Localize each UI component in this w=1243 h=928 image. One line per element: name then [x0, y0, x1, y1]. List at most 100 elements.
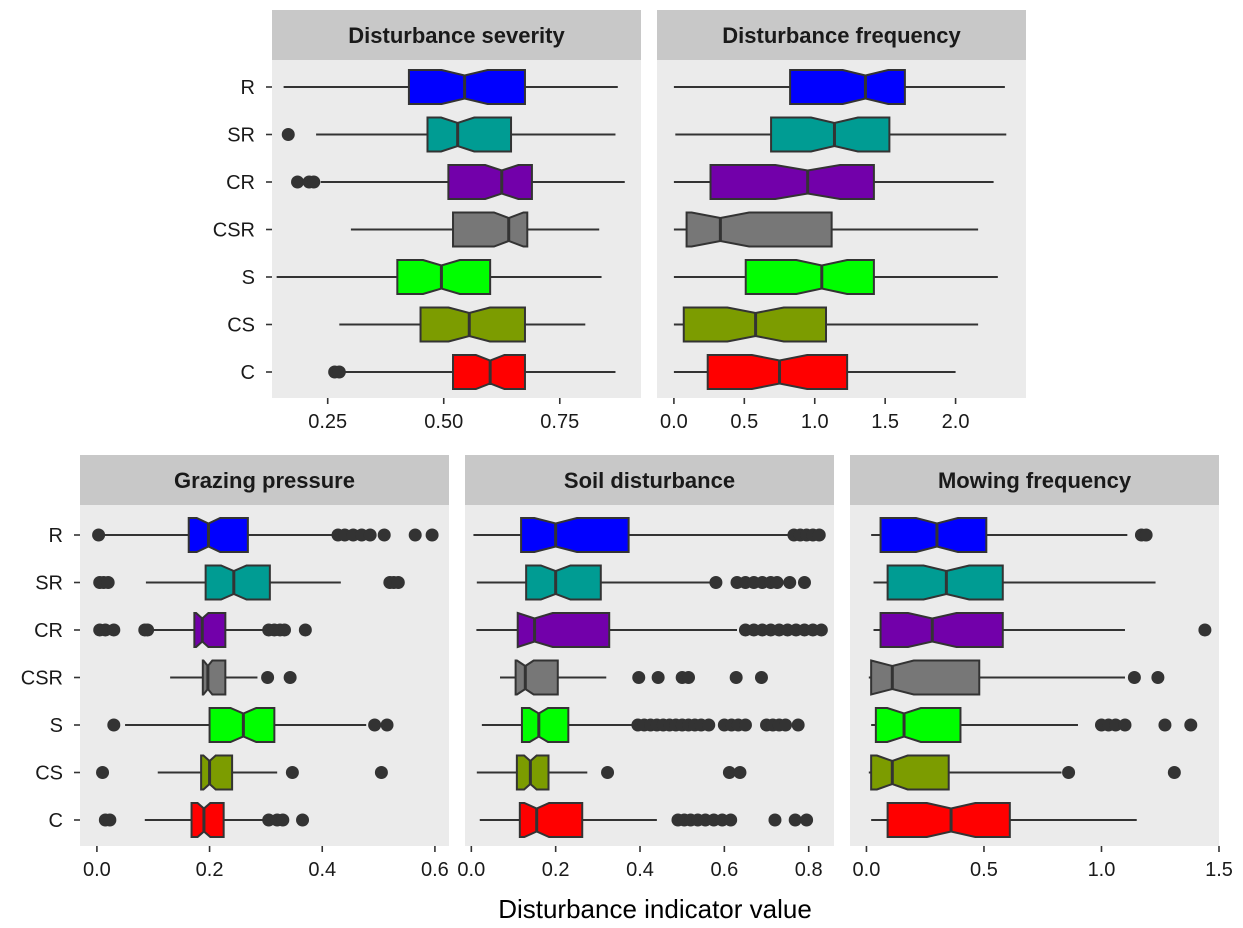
outlier-point — [797, 576, 811, 589]
outlier-point — [1139, 528, 1153, 542]
box-body — [520, 517, 630, 553]
outlier-point — [368, 718, 382, 732]
box-cr — [476, 611, 828, 649]
box-body — [187, 517, 249, 553]
y-tick-label: SR — [35, 573, 63, 595]
outlier-point — [101, 576, 115, 589]
box-body — [514, 659, 559, 696]
outlier-point — [103, 813, 117, 827]
box-body — [193, 612, 227, 648]
x-tick-label: 1.5 — [871, 411, 899, 433]
box-cs — [868, 754, 1181, 791]
x-tick-label: 1.5 — [1205, 859, 1233, 881]
box-body — [515, 754, 550, 791]
box-cs — [673, 306, 979, 343]
box-sr — [281, 116, 616, 153]
outlier-point — [733, 766, 747, 779]
outlier-point — [107, 718, 121, 732]
panel-strip — [272, 10, 641, 60]
x-tick-label: 0.0 — [660, 411, 688, 433]
box-csr — [868, 659, 1165, 696]
outlier-point — [391, 576, 405, 589]
outlier-point — [812, 528, 826, 542]
box-body — [525, 564, 602, 601]
box-c — [479, 802, 814, 838]
box-csr — [673, 211, 979, 248]
y-tick-label: CSR — [21, 668, 63, 690]
y-tick-label: S — [50, 715, 63, 737]
x-tick-label: 0.8 — [795, 859, 823, 881]
x-tick-label: 0.25 — [308, 411, 347, 433]
outlier-point — [724, 813, 738, 827]
outlier-point — [92, 528, 106, 542]
box-csr — [350, 211, 600, 248]
outlier-point — [1118, 718, 1132, 732]
y-tick-label: CR — [34, 620, 63, 642]
y-tick-label: CS — [227, 315, 255, 337]
box-cs — [339, 306, 586, 343]
panel-strip — [850, 455, 1219, 505]
box-body — [870, 754, 950, 791]
y-tick-label: SR — [227, 125, 255, 147]
box-r — [92, 517, 439, 553]
outlier-point — [1127, 671, 1141, 684]
panel-title: Grazing pressure — [174, 468, 355, 493]
panel-strip — [80, 455, 449, 505]
outlier-point — [380, 718, 394, 732]
box-body — [879, 517, 988, 553]
x-tick-label: 2.0 — [942, 411, 970, 433]
box-body — [870, 659, 981, 696]
box-csr — [170, 659, 297, 696]
box-body — [204, 564, 271, 601]
box-body — [744, 259, 875, 295]
y-tick-label: R — [241, 77, 255, 99]
box-sr — [675, 116, 1007, 153]
box-body — [874, 707, 962, 743]
box-cr — [93, 612, 312, 648]
x-tick-label: 0.2 — [196, 859, 224, 881]
x-tick-label: 0.6 — [421, 859, 449, 881]
box-body — [879, 612, 1004, 648]
outlier-point — [425, 528, 439, 542]
outlier-point — [729, 671, 743, 684]
box-r — [473, 517, 826, 553]
x-tick-label: 0.0 — [853, 859, 881, 881]
outlier-point — [96, 766, 110, 779]
box-body — [407, 69, 526, 105]
outlier-point — [276, 813, 290, 827]
box-s — [481, 707, 805, 743]
outlier-point — [722, 766, 736, 779]
x-tick-label: 1.0 — [1088, 859, 1116, 881]
x-tick-label: 0.5 — [970, 859, 998, 881]
box-s — [871, 707, 1198, 743]
box-body — [447, 164, 533, 200]
outlier-point — [377, 528, 391, 542]
x-tick-label: 0.2 — [542, 859, 570, 881]
outlier-point — [783, 576, 797, 589]
panel-title: Disturbance severity — [348, 23, 565, 48]
box-s — [673, 259, 998, 295]
box-cr — [291, 164, 625, 200]
outlier-point — [800, 813, 814, 827]
box-body — [706, 354, 849, 390]
outlier-point — [363, 528, 377, 542]
box-cs — [476, 754, 747, 791]
box-body — [886, 802, 1011, 838]
outlier-point — [788, 813, 802, 827]
outlier-point — [709, 576, 723, 589]
panel-strip — [657, 10, 1026, 60]
outlier-point — [814, 623, 828, 637]
outlier-point — [296, 813, 310, 827]
box-cr — [873, 612, 1212, 648]
box-body — [201, 659, 227, 696]
box-body — [770, 116, 891, 153]
outlier-point — [107, 623, 121, 637]
panel-3: Grazing pressure 0.0 0.2 0.4 0.6 R SR CR CSR S CS C — [21, 455, 449, 881]
outlier-point — [277, 623, 291, 637]
outlier-point — [374, 766, 388, 779]
x-tick-label: 0.75 — [540, 411, 579, 433]
outlier-point — [408, 528, 422, 542]
box-body — [452, 211, 529, 248]
outlier-point — [1167, 766, 1181, 779]
